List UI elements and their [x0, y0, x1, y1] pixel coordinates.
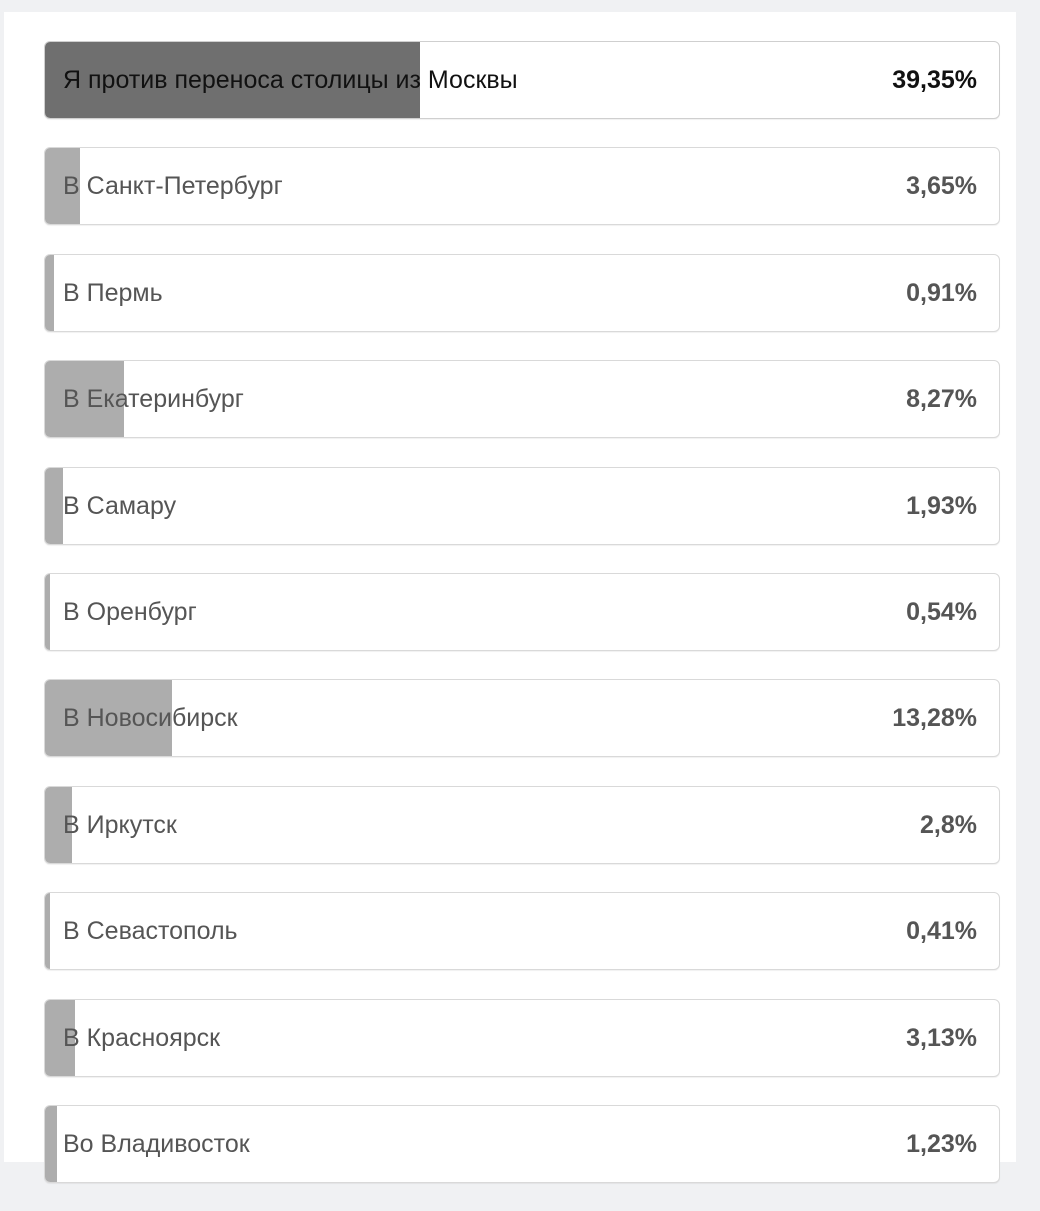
poll-results-list: Я против переноса столицы из Москвы 39,3… — [44, 41, 1000, 1211]
poll-result-bar — [45, 42, 421, 118]
poll-option-label: Я против переноса столицы из Москвы — [63, 66, 518, 94]
poll-option-label: В Самару — [63, 491, 177, 520]
poll-option-label: В Севастополь — [63, 917, 238, 946]
poll-option-label: Во Владивосток — [63, 1129, 250, 1158]
poll-option-percent: 1,23% — [906, 1129, 977, 1158]
poll-option-percent: 13,28% — [892, 704, 977, 733]
poll-option-label: В Санкт-Петербург — [63, 172, 283, 201]
poll-option-row: В Новосибирск 13,28% — [44, 679, 1000, 758]
poll-option-row: В Оренбург 0,54% — [44, 572, 1000, 651]
poll-results-panel: Я против переноса столицы из Москвы 39,3… — [4, 12, 1016, 1183]
poll-option-label: В Иркутск — [63, 810, 177, 839]
poll-result-bar — [45, 573, 51, 650]
poll-option-row: В Красноярск 3,13% — [44, 998, 1000, 1077]
poll-option-row: В Екатеринбург 8,27% — [44, 360, 1000, 439]
poll-option-row: Во Владивосток 1,23% — [44, 1104, 1000, 1183]
poll-option-percent: 8,27% — [906, 385, 977, 414]
poll-option-percent: 0,54% — [906, 597, 977, 626]
poll-option-percent: 3,13% — [906, 1023, 977, 1052]
poll-option-label: В Пермь — [63, 278, 163, 307]
poll-option-row: В Самару 1,93% — [44, 466, 1000, 545]
poll-option-label: В Екатеринбург — [63, 385, 244, 414]
poll-option-percent: 0,91% — [906, 278, 977, 307]
poll-option-percent: 1,93% — [906, 491, 977, 520]
poll-result-bar — [45, 786, 72, 863]
poll-result-bar — [45, 467, 64, 544]
poll-option-label: В Оренбург — [63, 597, 197, 626]
poll-option-label: В Красноярск — [63, 1023, 221, 1052]
poll-result-bar — [45, 893, 51, 970]
poll-option-percent: 39,35% — [892, 66, 977, 94]
poll-option-row: Я против переноса столицы из Москвы 39,3… — [44, 41, 1000, 119]
poll-result-bar — [45, 999, 75, 1076]
poll-result-bar — [45, 148, 80, 225]
poll-option-row: В Севастополь 0,41% — [44, 892, 1000, 971]
poll-result-bar — [45, 361, 124, 438]
poll-result-bar — [45, 680, 172, 757]
poll-option-row: В Иркутск 2,8% — [44, 785, 1000, 864]
poll-result-bar — [45, 254, 54, 331]
poll-option-percent: 0,41% — [906, 917, 977, 946]
poll-option-percent: 2,8% — [920, 810, 977, 839]
poll-option-percent: 3,65% — [906, 172, 977, 201]
poll-option-label: В Новосибирск — [63, 704, 238, 733]
poll-option-row: В Санкт-Петербург 3,65% — [44, 147, 1000, 226]
poll-option-row: В Пермь 0,91% — [44, 253, 1000, 332]
poll-result-bar — [45, 1105, 57, 1182]
